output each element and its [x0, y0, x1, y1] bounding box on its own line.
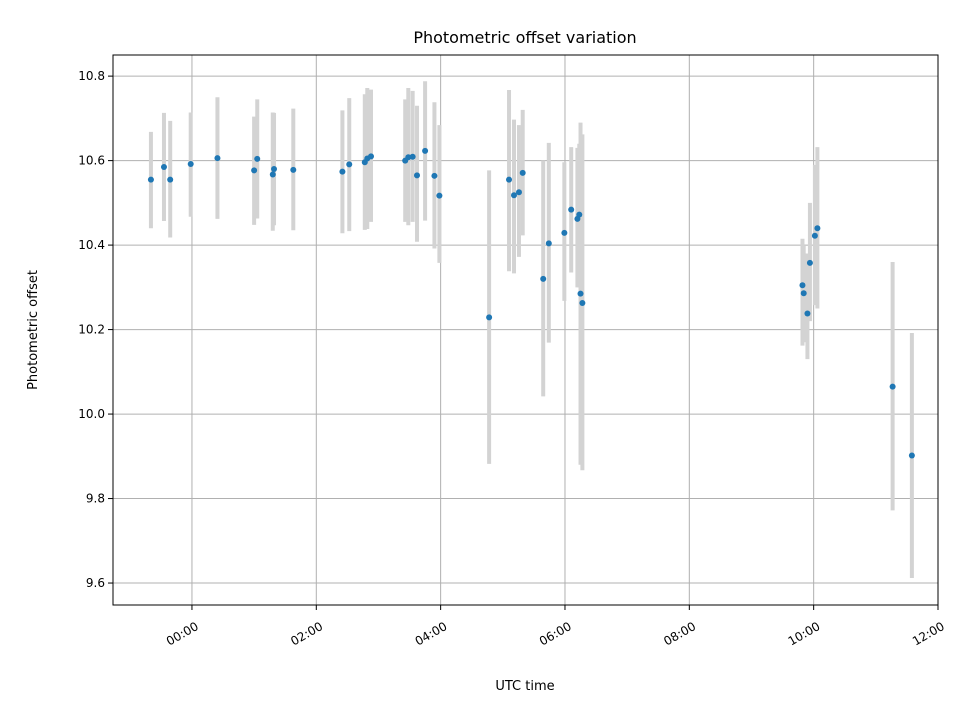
data-point	[339, 168, 346, 175]
data-point	[405, 154, 412, 161]
y-tick-label: 10.6	[78, 154, 105, 168]
y-tick-label: 10.4	[78, 238, 105, 252]
data-point	[422, 147, 429, 154]
data-point	[254, 155, 261, 162]
data-point	[414, 172, 421, 179]
data-point	[545, 240, 552, 247]
data-point	[806, 259, 813, 266]
data-point	[519, 169, 526, 176]
data-point	[271, 166, 278, 173]
data-point	[800, 290, 807, 297]
y-tick-label: 10.2	[78, 323, 105, 337]
data-point	[577, 290, 584, 297]
data-point	[510, 192, 517, 199]
data-point	[908, 452, 915, 459]
data-point	[409, 153, 416, 160]
data-point	[368, 153, 375, 160]
data-point	[167, 176, 174, 183]
data-point	[811, 232, 818, 239]
data-point	[814, 225, 821, 232]
data-point	[486, 314, 493, 321]
data-point	[431, 172, 438, 179]
x-axis-label: UTC time	[495, 679, 554, 694]
data-point	[568, 206, 575, 213]
point-layer	[147, 147, 915, 459]
data-point	[214, 155, 221, 162]
y-tick-label: 9.6	[86, 576, 105, 590]
y-axis-ticks: 9.6 9.8 10.0 10.2 10.4 10.6 10.8	[78, 69, 113, 590]
grid-layer	[113, 55, 939, 605]
y-tick-label: 10.8	[78, 69, 105, 83]
y-tick-label: 9.8	[86, 492, 105, 506]
data-point	[889, 383, 896, 390]
data-point	[346, 161, 353, 168]
data-point	[269, 171, 276, 178]
data-point	[187, 160, 194, 167]
data-point	[576, 211, 583, 218]
data-point	[251, 167, 258, 174]
data-point	[540, 275, 547, 282]
data-point	[515, 189, 522, 196]
data-point	[290, 166, 297, 173]
data-point	[561, 229, 568, 236]
data-point	[436, 192, 443, 199]
y-tick-label: 10.0	[78, 407, 105, 421]
data-point	[506, 176, 513, 183]
chart-title: Photometric offset variation	[413, 28, 636, 47]
data-point	[579, 299, 586, 306]
data-point	[804, 310, 811, 317]
y-axis-label: Photometric offset	[26, 270, 41, 390]
data-point	[160, 163, 167, 170]
data-point	[147, 176, 154, 183]
data-point	[799, 282, 806, 289]
